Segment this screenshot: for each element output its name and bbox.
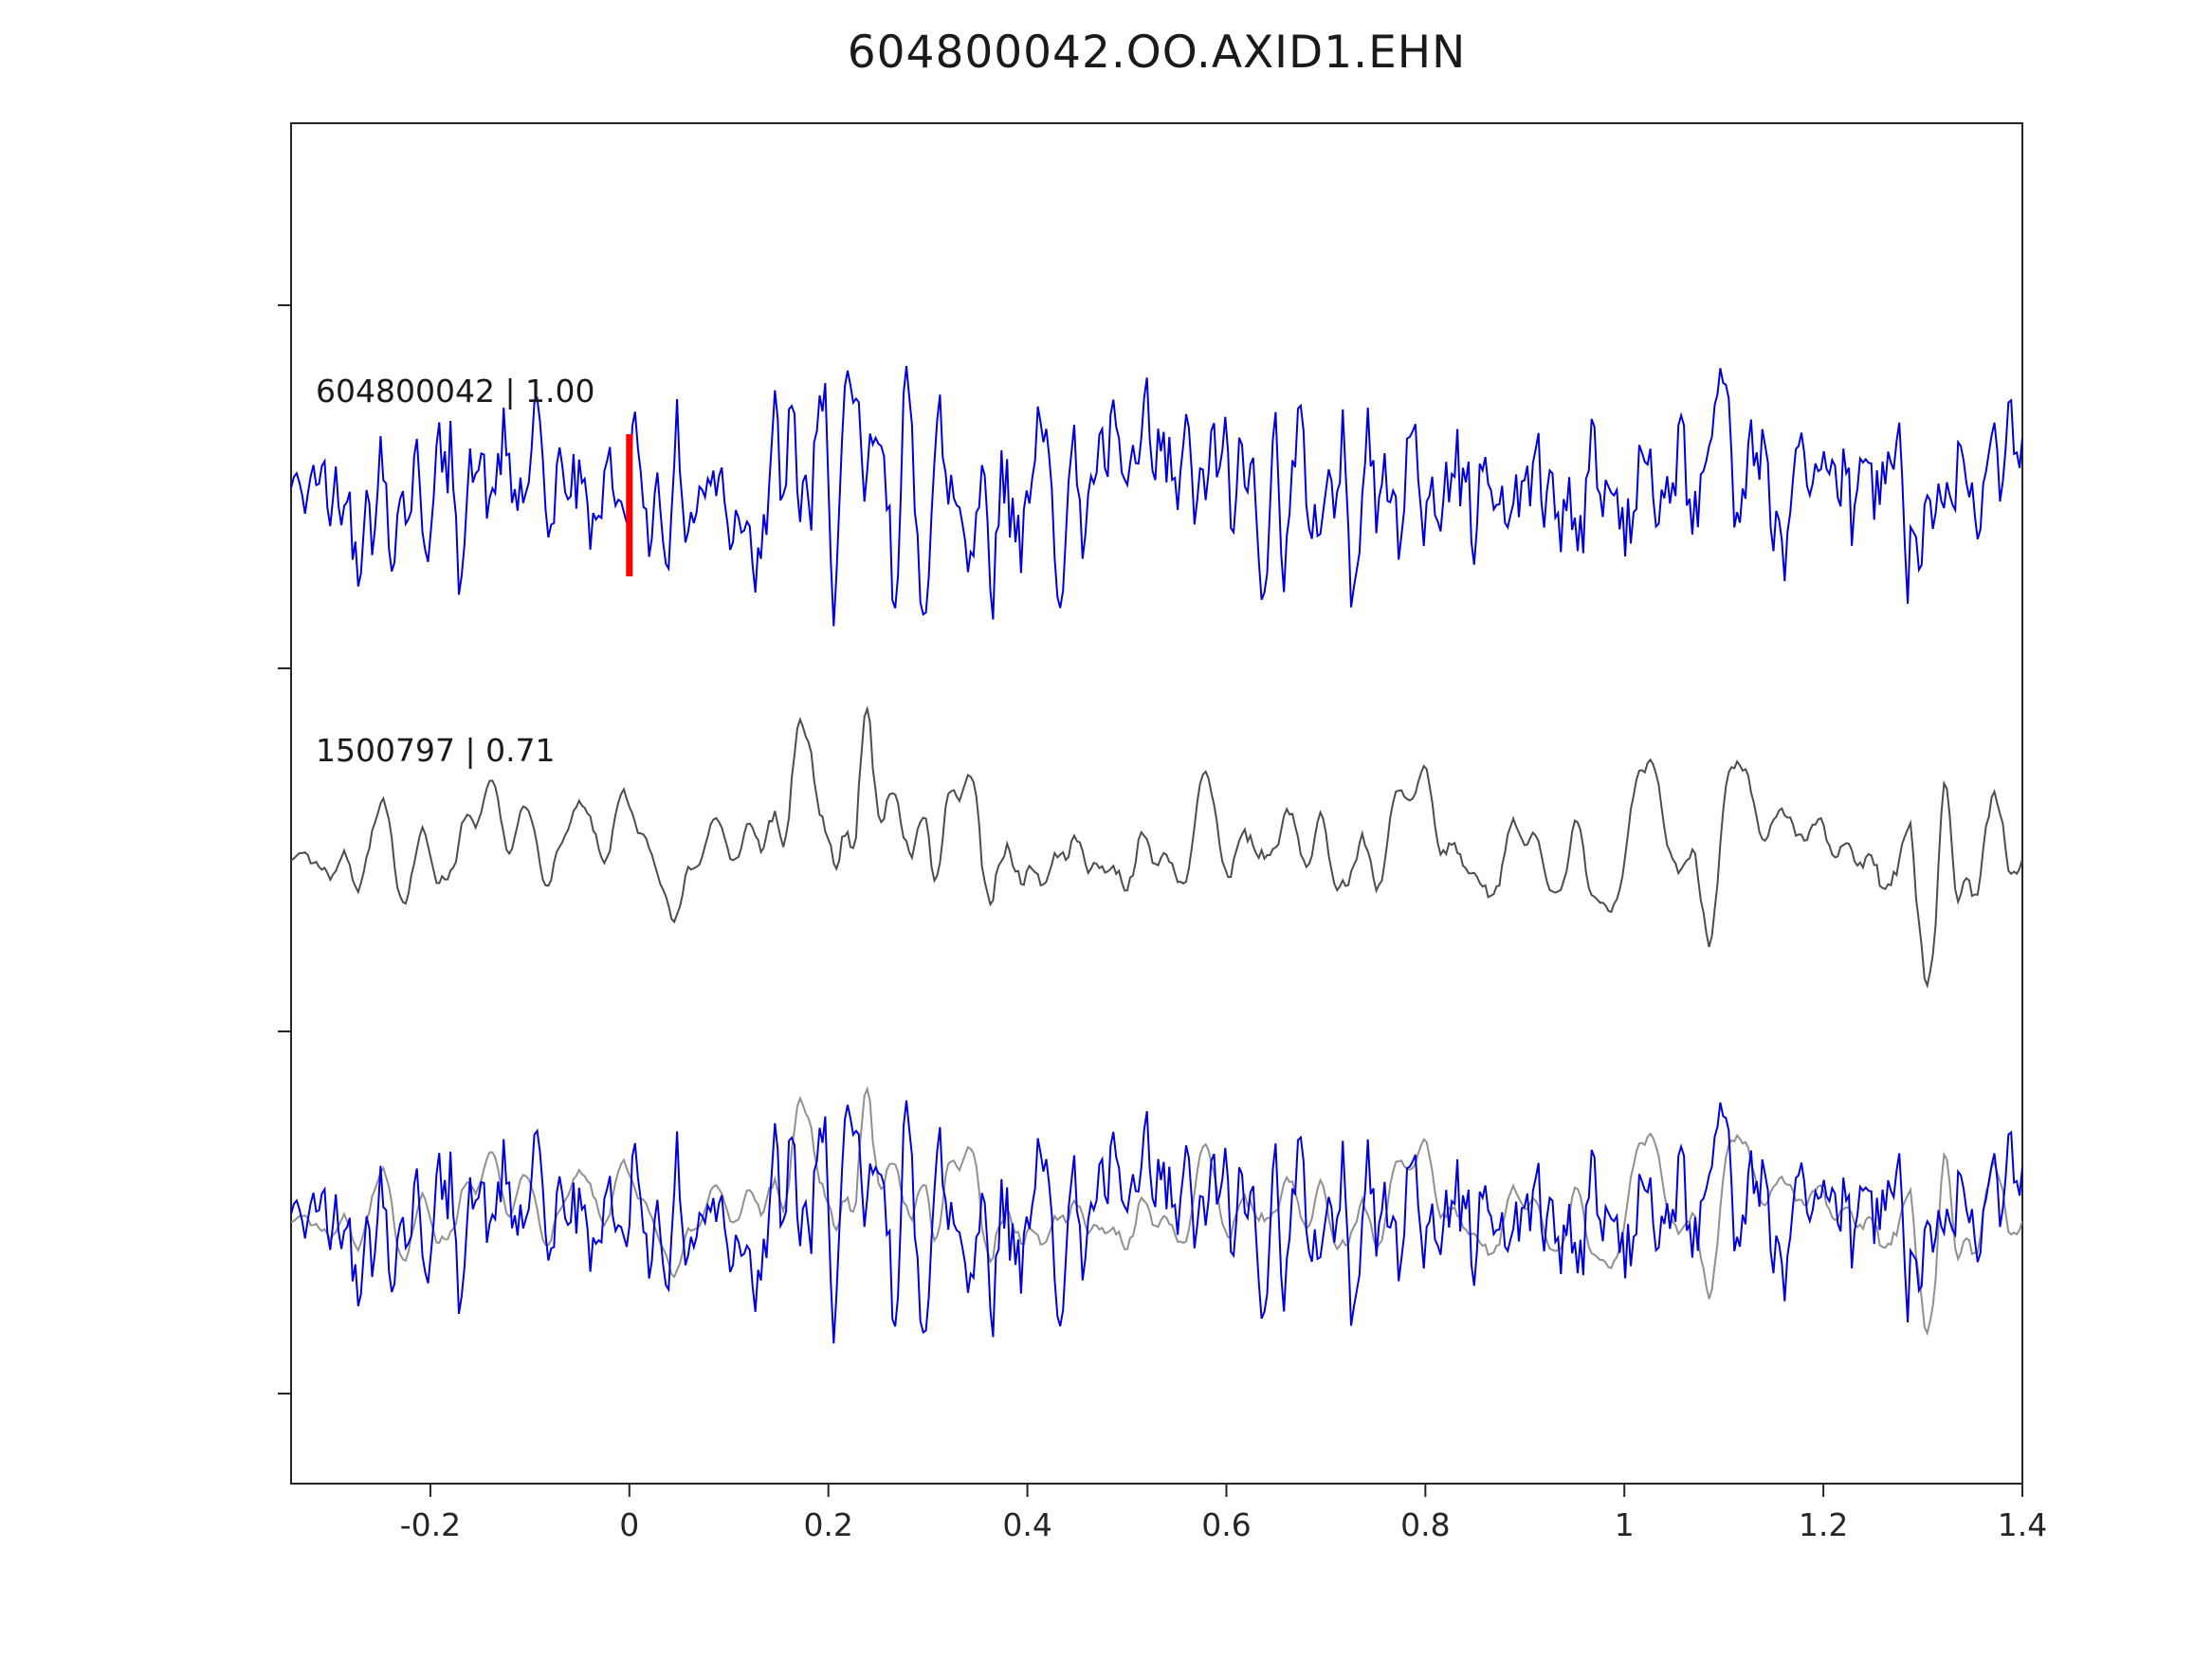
x-axis: -0.2 0 0.2 0.4 0.6 0.8 1 1.2 1.4 bbox=[400, 1484, 2047, 1543]
x-tick-label: 0.6 bbox=[1201, 1506, 1251, 1543]
plot-border bbox=[290, 122, 2023, 1485]
trace-label-middle: 1500797 | 0.71 bbox=[316, 732, 556, 769]
x-tick-label: 1.4 bbox=[1998, 1506, 2047, 1543]
x-tick-label: 1 bbox=[1615, 1506, 1635, 1543]
y-axis bbox=[278, 304, 291, 1395]
x-tick-label: -0.2 bbox=[400, 1506, 461, 1543]
traces bbox=[291, 365, 2022, 1344]
axes bbox=[290, 122, 2023, 1485]
trace-overlay-blue bbox=[291, 1100, 2022, 1344]
trace-top bbox=[291, 365, 2022, 627]
trace-middle bbox=[291, 705, 2022, 990]
x-tick-label: 0 bbox=[619, 1506, 639, 1543]
trace-label-top: 604800042 | 1.00 bbox=[316, 373, 595, 410]
trace-overlay-gray bbox=[291, 1085, 2022, 1337]
chart-title: 604800042.OO.AXID1.EHN bbox=[847, 27, 1467, 79]
x-tick-label: 0.4 bbox=[1002, 1506, 1051, 1543]
x-tick-label: 1.2 bbox=[1799, 1506, 1848, 1543]
x-tick-label: 0.2 bbox=[803, 1506, 852, 1543]
x-tick-label: 0.8 bbox=[1400, 1506, 1450, 1543]
